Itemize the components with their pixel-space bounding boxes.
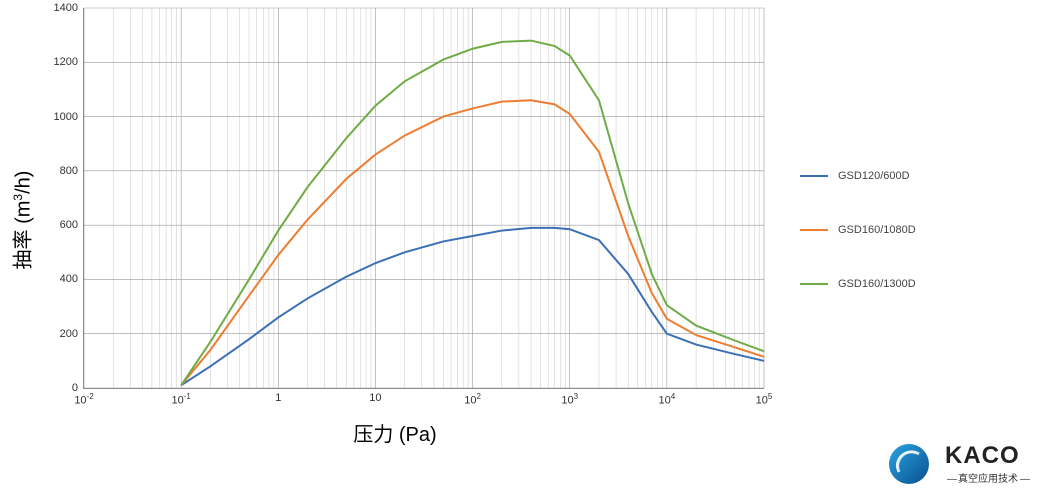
y-tick: 600 — [60, 219, 78, 231]
y-tick: 1400 — [54, 2, 78, 14]
brand-sub: 真空应用技术 — [945, 470, 1031, 485]
legend-swatch — [800, 229, 828, 231]
chart-svg — [84, 8, 764, 388]
chart-container: 抽率 (m3/h) 020040060080010001200140010-21… — [15, 0, 775, 440]
legend-label: GSD160/1080D — [838, 224, 916, 236]
brand-name: KACO — [945, 444, 1031, 468]
x-tick: 104 — [658, 392, 675, 407]
x-tick: 1 — [275, 392, 281, 404]
legend-item: GSD120/600D — [800, 170, 916, 182]
plot-area: 020040060080010001200140010-210-11101021… — [83, 8, 764, 389]
y-tick: 1000 — [54, 111, 78, 123]
brand-text: KACO 真空应用技术 — [945, 444, 1031, 485]
x-tick: 10-2 — [74, 392, 93, 407]
y-tick: 200 — [60, 328, 78, 340]
x-tick: 102 — [464, 392, 481, 407]
legend-swatch — [800, 283, 828, 285]
page-root: 抽率 (m3/h) 020040060080010001200140010-21… — [0, 0, 1055, 500]
x-axis-label: 压力 (Pa) — [15, 418, 775, 447]
legend: GSD120/600D GSD160/1080D GSD160/1300D — [800, 170, 916, 332]
y-tick: 800 — [60, 165, 78, 177]
x-tick: 10-1 — [171, 392, 190, 407]
y-tick: 1200 — [54, 56, 78, 68]
y-axis-label: 抽率 (m3/h) — [7, 171, 36, 270]
x-tick: 103 — [561, 392, 578, 407]
brand-logo-icon — [887, 442, 931, 486]
legend-label: GSD160/1300D — [838, 278, 916, 290]
legend-item: GSD160/1300D — [800, 278, 916, 290]
brand-block: KACO 真空应用技术 — [887, 442, 1031, 486]
legend-swatch — [800, 175, 828, 177]
x-tick: 105 — [756, 392, 773, 407]
legend-label: GSD120/600D — [838, 170, 910, 182]
x-tick: 10 — [369, 392, 381, 404]
legend-item: GSD160/1080D — [800, 224, 916, 236]
y-tick: 400 — [60, 273, 78, 285]
